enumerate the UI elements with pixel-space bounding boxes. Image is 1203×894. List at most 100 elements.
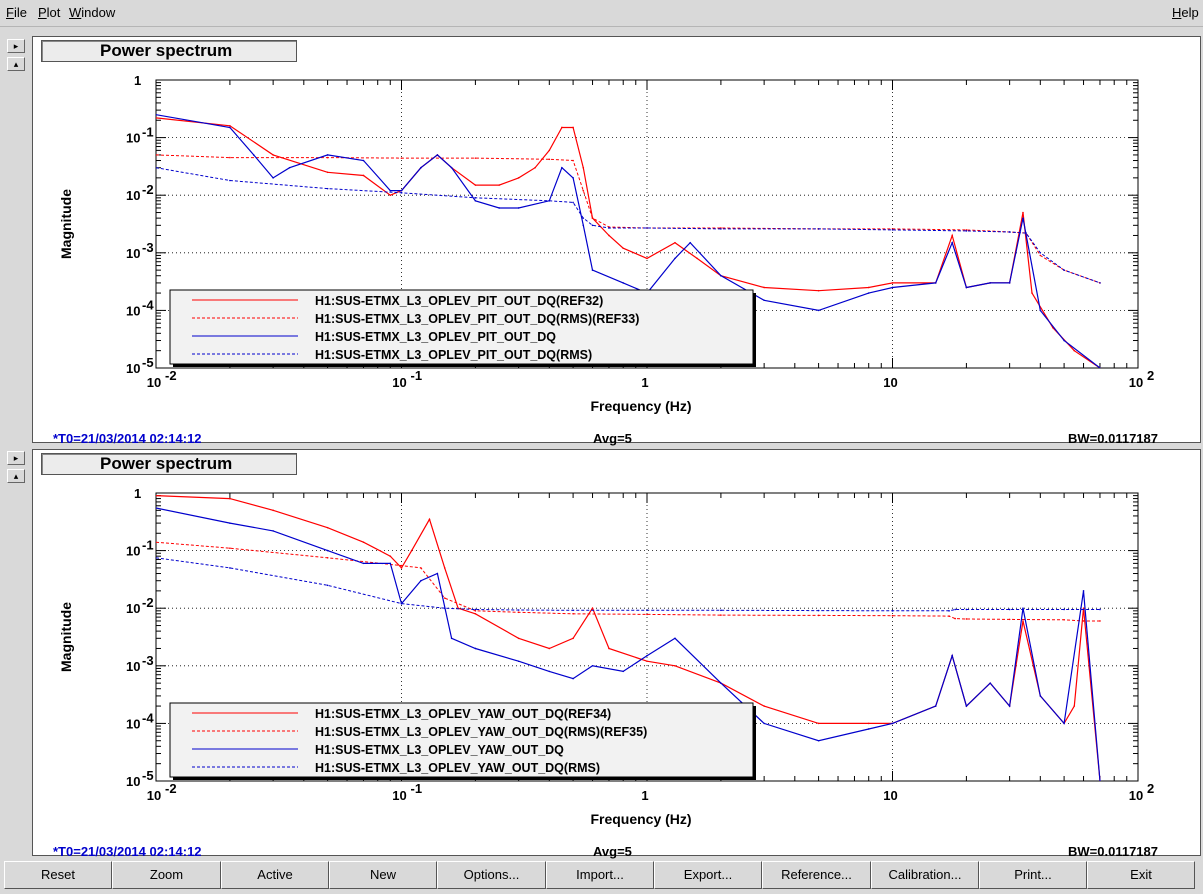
- data-point: [1082, 590, 1085, 592]
- data-point: [1039, 695, 1042, 697]
- menu-file[interactable]: File: [6, 5, 27, 20]
- data-point: [443, 567, 446, 569]
- data-point: [572, 126, 574, 129]
- data-point: [696, 257, 698, 260]
- t0-label: *T0=21/03/2014 02:14:12: [53, 431, 202, 446]
- data-point: [1008, 231, 1011, 233]
- data-point: [1099, 780, 1101, 781]
- menu-window[interactable]: Window: [69, 5, 116, 20]
- data-point: [1022, 217, 1024, 219]
- panel1-collapse-button[interactable]: ▴: [7, 57, 25, 71]
- y-axis-title: Magnitude: [58, 602, 74, 672]
- y-tick-label: 10: [126, 774, 140, 789]
- data-point: [362, 174, 365, 177]
- data-point: [763, 722, 765, 725]
- data-point: [326, 526, 329, 529]
- series-line-1: [156, 541, 1100, 622]
- data-point: [517, 611, 520, 614]
- data-point: [867, 292, 870, 294]
- data-point: [326, 584, 329, 587]
- data-point: [891, 610, 894, 612]
- reference-button[interactable]: Reference...: [762, 861, 871, 889]
- exit-button[interactable]: Exit: [1087, 861, 1195, 889]
- menu-plot[interactable]: Plot: [38, 5, 61, 20]
- x-axis-title: Frequency (Hz): [590, 398, 691, 414]
- data-point: [1063, 269, 1065, 271]
- data-point: [548, 149, 551, 152]
- data-point: [720, 614, 722, 616]
- panel2-expand-button[interactable]: ▸: [7, 451, 25, 465]
- zoom-button[interactable]: Zoom: [112, 861, 221, 889]
- data-point: [1039, 254, 1042, 257]
- data-point: [474, 647, 477, 650]
- data-point: [1022, 620, 1024, 622]
- export-button[interactable]: Export...: [654, 861, 762, 889]
- data-point: [229, 126, 231, 129]
- data-point: [326, 556, 329, 559]
- data-point: [1031, 292, 1033, 294]
- print-button[interactable]: Print...: [979, 861, 1087, 889]
- x-tick-label: 1: [641, 788, 648, 803]
- reset-button[interactable]: Reset: [4, 861, 112, 889]
- button-bar: Reset Zoom Active New Options... Import.…: [0, 859, 1203, 894]
- data-point: [326, 187, 329, 190]
- data-point: [474, 184, 477, 186]
- y-tick-exponent: -4: [142, 710, 154, 725]
- panel1-expand-button[interactable]: ▸: [7, 39, 25, 53]
- data-point: [951, 654, 953, 657]
- data-point: [1063, 722, 1065, 725]
- data-point: [1025, 232, 1027, 234]
- data-point: [622, 670, 625, 673]
- data-point: [954, 617, 956, 620]
- data-point: [591, 269, 594, 271]
- data-point: [156, 556, 157, 559]
- plot-panel-yaw: Power spectrum 10 -2 10 -1 1 10 10 2 1 10 -1 10 -2 10…: [32, 449, 1201, 859]
- avg-label: Avg=5: [593, 844, 632, 859]
- calibration-button[interactable]: Calibration...: [871, 861, 979, 889]
- data-point: [891, 722, 894, 725]
- legend: H1:SUS-ETMX_L3_OPLEV_YAW_OUT_DQ(REF34) H1…: [169, 702, 756, 780]
- data-point: [436, 154, 439, 156]
- data-point: [156, 494, 157, 497]
- menu-help[interactable]: Help: [1172, 5, 1199, 20]
- data-point: [1008, 618, 1011, 621]
- data-point: [867, 286, 870, 289]
- data-point: [450, 637, 453, 640]
- y-tick-exponent: -1: [142, 538, 154, 553]
- data-point: [272, 177, 274, 179]
- data-point: [1073, 349, 1076, 352]
- data-point: [229, 125, 231, 127]
- data-point: [272, 530, 274, 532]
- data-point: [534, 166, 536, 169]
- y-tick-label: 1: [134, 73, 141, 88]
- y-tick-label: 10: [126, 361, 140, 376]
- panel-title[interactable]: Power spectrum: [41, 453, 297, 475]
- panel2-collapse-button[interactable]: ▴: [7, 469, 25, 483]
- data-point: [582, 166, 585, 169]
- panel-title[interactable]: Power spectrum: [41, 40, 297, 62]
- data-point: [1039, 252, 1042, 254]
- data-point: [474, 610, 477, 612]
- import-button[interactable]: Import...: [546, 861, 654, 889]
- data-point: [389, 189, 392, 192]
- data-point: [954, 608, 956, 611]
- new-button[interactable]: New: [329, 861, 437, 889]
- options-button[interactable]: Options...: [437, 861, 546, 889]
- data-point: [965, 608, 968, 611]
- data-point: [867, 722, 870, 725]
- data-point: [989, 682, 991, 684]
- active-button[interactable]: Active: [221, 861, 329, 889]
- data-point: [389, 555, 392, 557]
- data-point: [1063, 339, 1065, 342]
- data-point: [891, 282, 894, 284]
- legend-label: H1:SUS-ETMX_L3_OPLEV_PIT_OUT_DQ(REF32): [315, 294, 603, 308]
- data-point: [1099, 367, 1101, 368]
- data-point: [474, 612, 477, 615]
- data-point: [517, 637, 520, 640]
- data-point: [674, 665, 676, 667]
- data-point: [1082, 607, 1085, 609]
- data-point: [622, 247, 625, 250]
- data-point: [420, 579, 422, 582]
